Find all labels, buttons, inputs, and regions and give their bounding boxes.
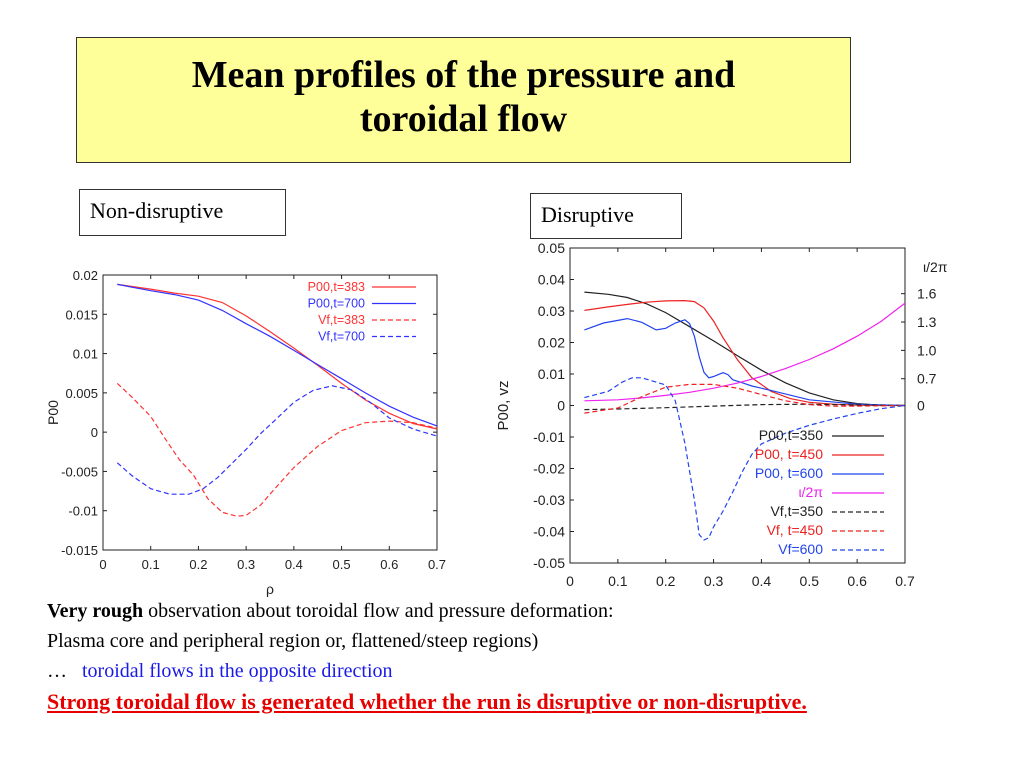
- chart2-xtick-label: 0.3: [704, 573, 724, 589]
- chart2-xtick-label: 0.2: [656, 573, 676, 589]
- chart-non-disruptive: 0 0.1 0.2 0.3 0.4 0.5 0.6 0.7 -0.015 -0.01 -0.005 0…: [45, 268, 446, 597]
- chart2-series-line: [584, 302, 906, 402]
- chart2-legend-label: P00, t=450: [755, 446, 823, 462]
- chart1-legend-label: P00,t=383: [308, 280, 365, 294]
- chart1-ytick-label: 0.005: [65, 386, 98, 401]
- chart2-legend-label: Vf,t=350: [770, 503, 823, 519]
- chart1-series-line: [116, 382, 438, 517]
- note-blue: toroidal flows in the opposite direction: [82, 660, 393, 682]
- chart1-legend-label: P00,t=700: [308, 297, 365, 311]
- chart2-ytick-label: 0: [557, 398, 565, 414]
- chart1-legend-label: Vf,t=700: [318, 330, 365, 344]
- chart2-xtick-label: 0: [566, 573, 574, 589]
- chart2-legend-label: P00, t=600: [755, 465, 823, 481]
- chart1-xtick-label: 0.5: [333, 557, 351, 572]
- chart1-xtick-label: 0.3: [237, 557, 255, 572]
- slide-title-line1: Mean profiles of the pressure and: [191, 54, 736, 96]
- chart1-ytick-label: 0.015: [65, 307, 98, 322]
- note-line-1-rest: observation about toroidal flow and pres…: [143, 600, 614, 622]
- note-bold: Very rough: [47, 600, 144, 622]
- chart2-y2tick-label: 1.3: [917, 314, 937, 330]
- chart2-xtick-label: 0.7: [895, 573, 915, 589]
- chart1-legend-label: Vf,t=383: [318, 313, 365, 327]
- chart2-ytick-label: 0.01: [538, 366, 565, 382]
- chart1-series-line: [116, 385, 438, 495]
- chart1-plot-frame: [102, 274, 438, 551]
- chart2-xtick-label: 0.5: [800, 573, 820, 589]
- chart2-y2tick-label: 0.7: [917, 371, 937, 387]
- chart1-ytick-label: 0: [91, 425, 98, 440]
- chart-disruptive: 0 0.1 0.2 0.3 0.4 0.5 0.6 0.7 -0.05 -0.04 -0.03 -0.…: [495, 240, 948, 589]
- chart2-series-line: [584, 383, 906, 414]
- chart2-xtick-label: 0.4: [752, 573, 772, 589]
- chart1-y-axis-label: P00: [45, 400, 61, 425]
- chart1-series-line: [117, 283, 438, 427]
- chart2-ytick-label: -0.04: [533, 524, 565, 540]
- chart2-ytick-label: -0.03: [533, 492, 565, 508]
- chart2-legend-label: P00,t=350: [759, 427, 823, 443]
- chart2-ytick-label: 0.04: [538, 272, 565, 288]
- chart2-legend-label: Vf, t=450: [767, 522, 824, 538]
- chart2-legend-label: Vf=600: [778, 541, 823, 557]
- chart1-xtick-label: 0.1: [142, 557, 160, 572]
- chart2-ytick-label: -0.02: [533, 461, 565, 477]
- chart1-ytick-label: 0.01: [73, 347, 98, 362]
- chart2-y2tick-label: 1.0: [917, 342, 937, 358]
- chart1-xtick-label: 0.2: [189, 557, 207, 572]
- chart1-ytick-label: -0.01: [68, 504, 98, 519]
- chart1-ytick-label: 0.02: [73, 268, 98, 283]
- label-non-disruptive: Non-disruptive: [79, 189, 286, 236]
- note-ellipsis: …: [47, 660, 67, 682]
- chart1-series-line: [117, 283, 438, 430]
- note-line-2: Plasma core and peripheral region or, fl…: [47, 630, 539, 652]
- label-disruptive: Disruptive: [530, 193, 682, 239]
- chart1-ytick-label: -0.015: [61, 543, 98, 558]
- note-line-3: … toroidal flows in the opposite directi…: [47, 656, 1007, 686]
- chart1-ytick-label: -0.005: [61, 464, 98, 479]
- chart2-xtick-label: 0.1: [608, 573, 628, 589]
- chart2-series-line: [584, 299, 905, 407]
- chart2-series-line: [584, 291, 906, 407]
- chart2-series-line: [584, 403, 906, 411]
- chart2-ytick-label: -0.01: [533, 429, 565, 445]
- title-box: Mean profiles of the pressure and toroid…: [76, 37, 851, 163]
- chart2-legend-label: ι/2π: [799, 484, 824, 500]
- chart2-series-line: [584, 377, 906, 541]
- chart2-series-line: [584, 317, 906, 407]
- slide-title-line2: toroidal flow: [359, 98, 568, 140]
- note-conclusion: Strong toroidal flow is generated whethe…: [47, 689, 807, 714]
- chart2-y2tick-label: 1.6: [917, 286, 937, 302]
- chart1-xtick-label: 0: [99, 557, 106, 572]
- note-line-1: Very rough observation about toroidal fl…: [47, 596, 1007, 626]
- chart1-xtick-label: 0.7: [428, 557, 446, 572]
- chart2-y2tick-label: 0: [917, 398, 925, 414]
- chart1-xtick-label: 0.4: [285, 557, 303, 572]
- chart2-xtick-label: 0.6: [847, 573, 867, 589]
- chart2-ytick-label: 0.05: [538, 240, 565, 256]
- chart2-y-axis-label: P00, vz: [495, 380, 512, 430]
- chart1-x-axis-label: ρ: [266, 581, 274, 597]
- chart2-ytick-label: 0.03: [538, 303, 565, 319]
- chart2-y2-axis-label: ι/2π: [923, 259, 948, 275]
- chart1-xtick-label: 0.6: [380, 557, 398, 572]
- notes: Very rough observation about toroidal fl…: [47, 596, 1007, 718]
- chart2-ytick-label: 0.02: [538, 335, 565, 351]
- chart2-ytick-label: -0.05: [533, 555, 565, 571]
